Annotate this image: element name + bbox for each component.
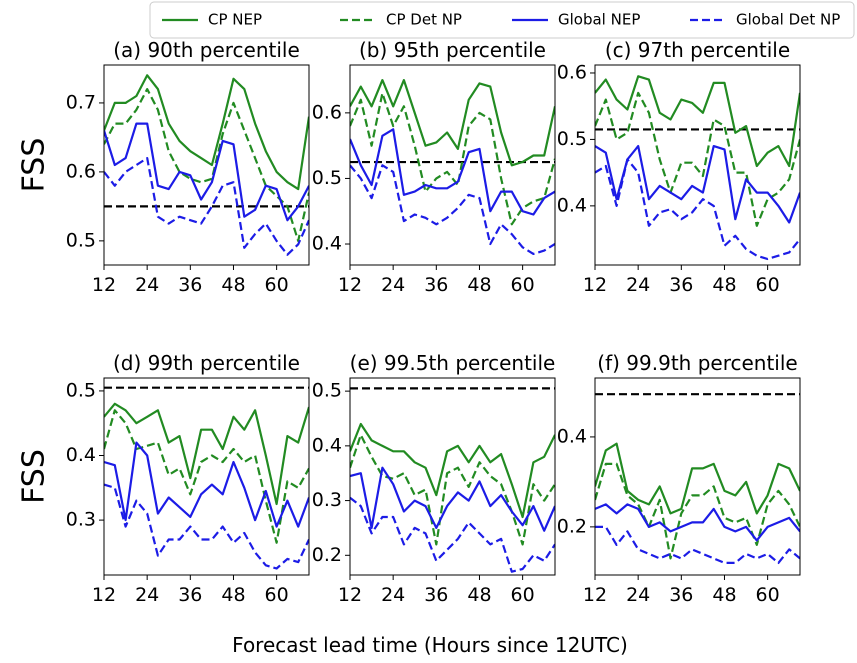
plot-area [350, 387, 555, 573]
plot-area [104, 386, 309, 570]
legend-label: CP NEP [208, 11, 262, 29]
x-tick-label: 36 [178, 274, 202, 296]
panel-title: (a) 90th percentile [113, 38, 300, 62]
x-tick-label: 60 [265, 584, 289, 606]
x-tick-label: 36 [424, 584, 448, 606]
series-line [350, 79, 555, 167]
series-line [104, 483, 309, 570]
series-line [104, 157, 309, 256]
x-tick-label: 24 [381, 584, 405, 606]
x-tick-label: 48 [467, 584, 491, 606]
series-line [104, 74, 309, 191]
x-tick-label: 48 [712, 584, 736, 606]
series-line [595, 91, 800, 227]
legend-label: Global Det NP [736, 11, 840, 29]
y-tick-label: 0.3 [312, 489, 342, 511]
series-line [595, 145, 800, 224]
y-tick-label: 0.2 [312, 544, 342, 566]
x-tick-label: 36 [178, 584, 202, 606]
panel-title: (e) 99.5th percentile [350, 351, 556, 375]
x-tick-label: 60 [756, 274, 780, 296]
x-tick-label: 48 [467, 274, 491, 296]
x-tick-label: 24 [381, 274, 405, 296]
x-tick-label: 24 [135, 584, 159, 606]
axes-frame [594, 64, 801, 266]
series-line [350, 92, 555, 226]
y-tick-label: 0.4 [66, 444, 96, 466]
y-tick-label: 0.5 [312, 167, 342, 189]
x-tick-label: 12 [338, 274, 362, 296]
series-line [595, 158, 800, 261]
y-tick-label: 0.5 [66, 379, 96, 401]
x-tick-label: 48 [712, 274, 736, 296]
axes-frame [349, 64, 556, 266]
x-tick-label: 12 [92, 584, 116, 606]
x-tick-label: 48 [221, 274, 245, 296]
axes-frame [103, 377, 310, 576]
plot-area [595, 75, 800, 261]
axes-frame [349, 377, 556, 576]
x-tick-label: 36 [669, 584, 693, 606]
series-line [595, 75, 800, 168]
x-tick-label: 60 [511, 584, 535, 606]
panel-title: (f) 99.9th percentile [597, 351, 797, 375]
x-tick-label: 48 [221, 584, 245, 606]
y-tick-label: 0.6 [557, 61, 587, 83]
x-tick-label: 12 [92, 274, 116, 296]
axes-frame [103, 64, 310, 266]
y-tick-label: 0.6 [312, 101, 342, 123]
series-line [104, 409, 309, 544]
series-line [350, 422, 555, 519]
y-tick-label: 0.4 [557, 194, 587, 216]
series-line [350, 128, 555, 216]
x-tick-label: 24 [135, 274, 159, 296]
y-axis-label: FSS [17, 138, 52, 193]
y-tick-label: 0.5 [66, 229, 96, 251]
x-tick-label: 24 [626, 584, 650, 606]
y-tick-label: 0.2 [557, 515, 587, 537]
series-line [595, 525, 800, 564]
x-tick-label: 12 [583, 274, 607, 296]
y-tick-label: 0.4 [557, 425, 587, 447]
x-tick-label: 36 [669, 274, 693, 296]
axes-frame [594, 377, 801, 576]
x-tick-label: 12 [338, 584, 362, 606]
series-line [595, 503, 800, 542]
plot-area [595, 393, 800, 564]
legend-label: CP Det NP [386, 11, 462, 29]
plot-area [104, 74, 309, 256]
panel-title: (c) 97th percentile [605, 38, 790, 62]
x-tick-label: 24 [626, 274, 650, 296]
series-line [350, 433, 555, 546]
y-tick-label: 0.5 [312, 380, 342, 402]
y-tick-label: 0.6 [66, 160, 96, 182]
x-tick-label: 60 [265, 274, 289, 296]
series-line [104, 122, 309, 222]
series-line [350, 466, 555, 532]
series-line [595, 442, 800, 515]
panel-title: (d) 99th percentile [113, 351, 300, 375]
series-line [104, 402, 309, 506]
y-tick-label: 0.4 [312, 233, 342, 255]
series-line [350, 164, 555, 255]
series-line [104, 441, 309, 528]
x-tick-label: 60 [756, 584, 780, 606]
y-tick-label: 0.3 [66, 509, 96, 531]
y-axis-label: FSS [17, 449, 52, 504]
series-line [595, 462, 800, 560]
panel-title: (b) 95th percentile [359, 38, 546, 62]
series-line [350, 496, 555, 573]
legend-label: Global NEP [558, 11, 640, 29]
x-axis-label: Forecast lead time (Hours since 12UTC) [232, 633, 628, 657]
y-tick-label: 0.7 [66, 91, 96, 113]
series-line [104, 88, 309, 242]
y-tick-label: 0.5 [557, 128, 587, 150]
legend-box [149, 1, 855, 39]
x-tick-label: 12 [583, 584, 607, 606]
x-tick-label: 60 [511, 274, 535, 296]
plot-area [350, 79, 555, 255]
y-tick-label: 0.4 [312, 434, 342, 456]
x-tick-label: 36 [424, 274, 448, 296]
